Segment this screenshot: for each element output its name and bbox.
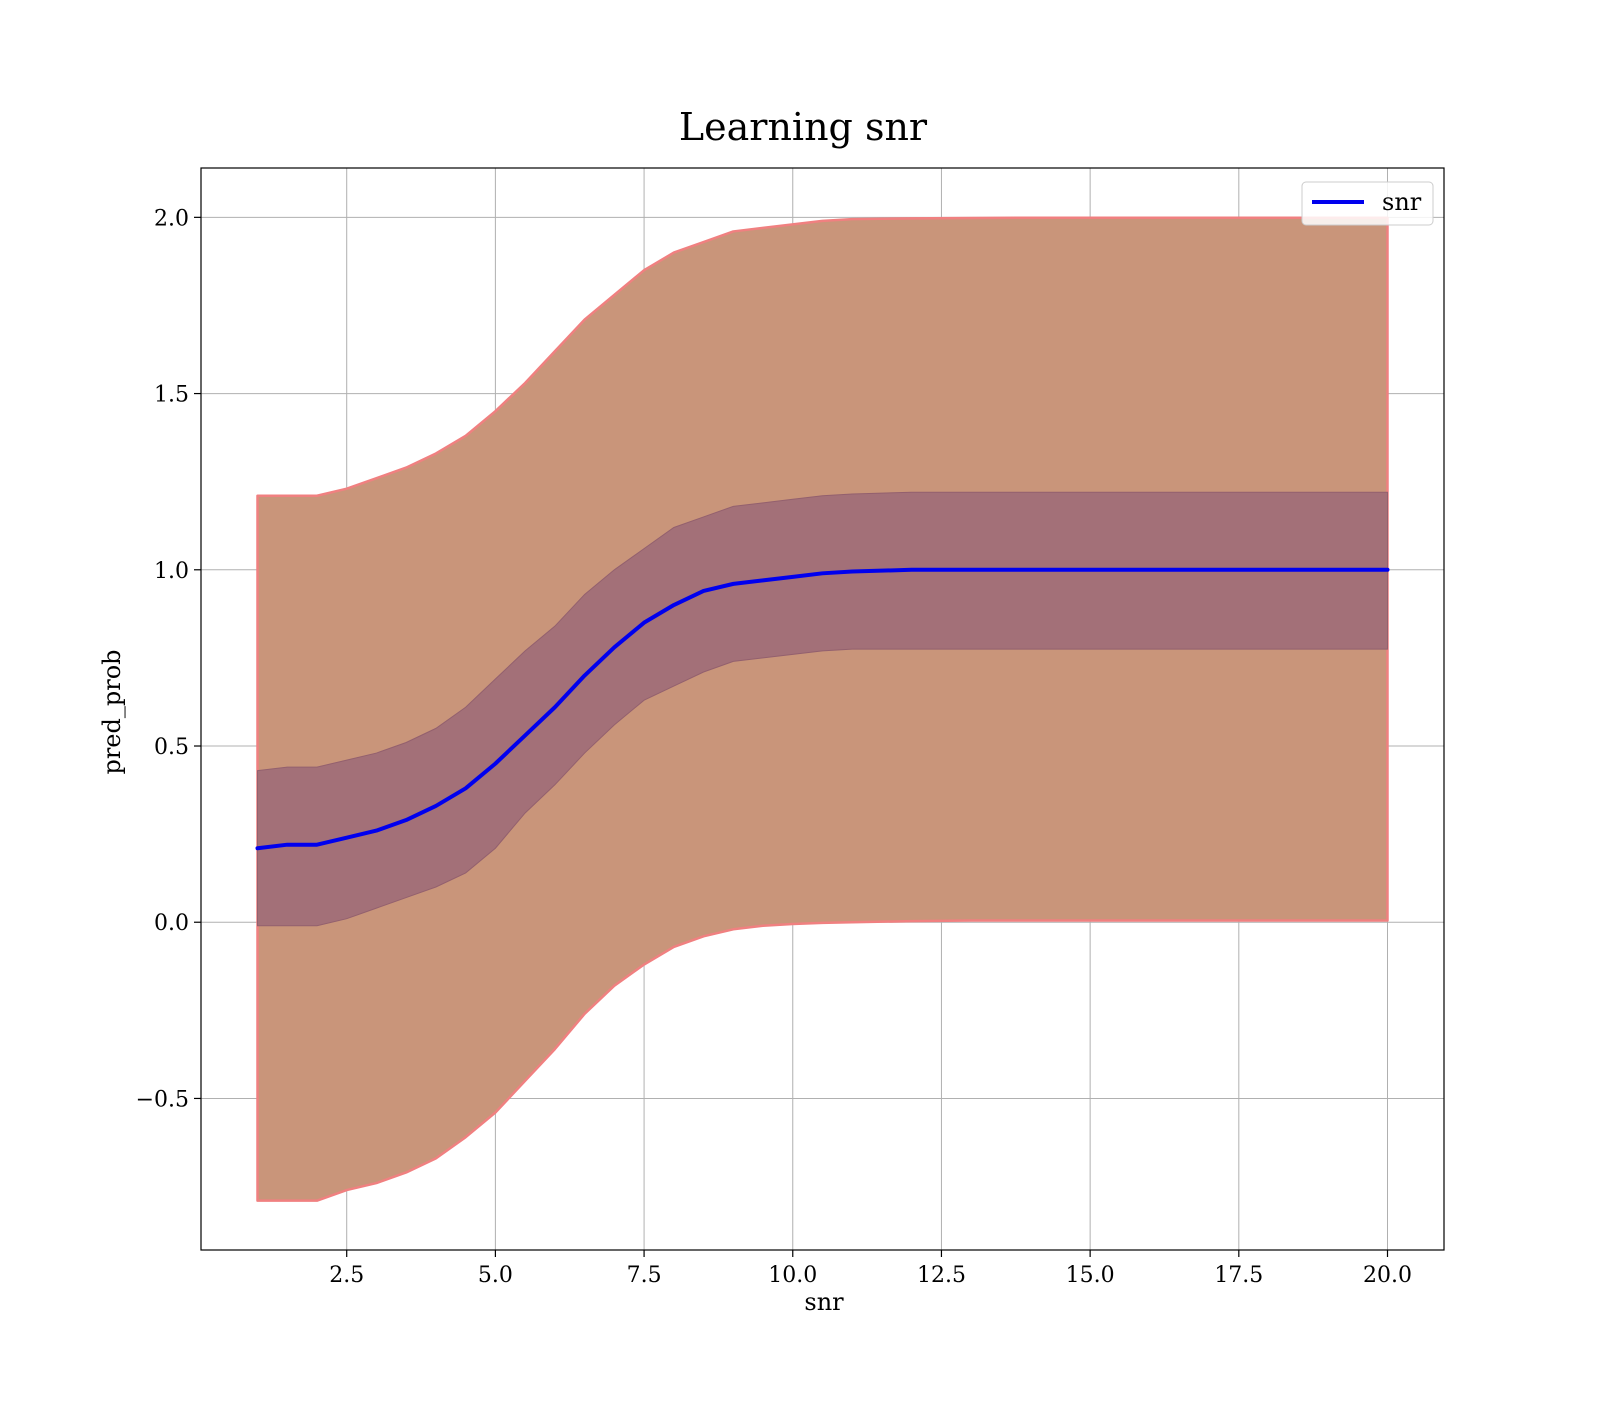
legend: snr xyxy=(1301,181,1434,226)
x-axis-ticks: 2.5 5.0 7.5 10.0 12.5 15.0 17.5 20.0 xyxy=(329,1250,1412,1288)
inner-confidence-band xyxy=(257,491,1388,927)
legend-label-snr: snr xyxy=(1382,188,1422,216)
y-axis-label: pred_prob xyxy=(98,649,126,774)
y-tick-label: 0.5 xyxy=(154,735,189,760)
y-tick-label: 2.0 xyxy=(154,206,189,231)
x-tick-label: 2.5 xyxy=(329,1263,364,1288)
x-tick-label: 12.5 xyxy=(917,1263,966,1288)
chart-title: Learning snr xyxy=(679,105,928,149)
y-tick-label: 1.5 xyxy=(154,383,189,408)
confidence-bands xyxy=(256,216,1389,1202)
x-tick-label: 17.5 xyxy=(1214,1263,1263,1288)
y-axis-ticks: −0.5 0.0 0.5 1.0 1.5 2.0 xyxy=(136,206,201,1112)
plot-area-frame xyxy=(200,167,1445,1251)
y-tick-label: −0.5 xyxy=(136,1087,189,1112)
series-line-snr xyxy=(255,567,1390,851)
x-tick-label: 15.0 xyxy=(1066,1263,1115,1288)
legend-box xyxy=(1301,181,1434,226)
y-tick-label: 0.0 xyxy=(154,911,189,936)
x-tick-label: 20.0 xyxy=(1363,1263,1412,1288)
x-tick-label: 10.0 xyxy=(768,1263,817,1288)
x-tick-label: 7.5 xyxy=(627,1263,662,1288)
x-tick-label: 5.0 xyxy=(478,1263,513,1288)
x-axis-label: snr xyxy=(804,1288,844,1316)
outer-confidence-band xyxy=(256,216,1389,1202)
y-tick-label: 1.0 xyxy=(154,559,189,584)
series-lines xyxy=(255,567,1390,851)
